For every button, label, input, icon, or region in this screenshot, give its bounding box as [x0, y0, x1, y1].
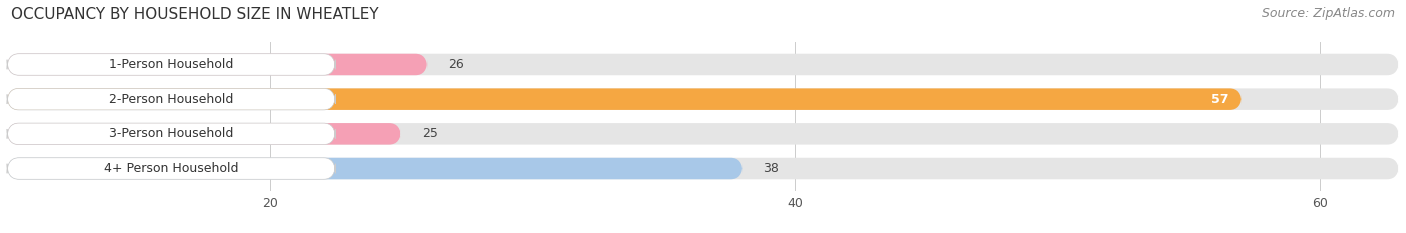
Text: OCCUPANCY BY HOUSEHOLD SIZE IN WHEATLEY: OCCUPANCY BY HOUSEHOLD SIZE IN WHEATLEY	[11, 7, 378, 22]
FancyBboxPatch shape	[7, 123, 1399, 145]
FancyBboxPatch shape	[7, 88, 1241, 110]
FancyBboxPatch shape	[7, 123, 401, 145]
FancyBboxPatch shape	[7, 88, 335, 110]
Text: 4+ Person Household: 4+ Person Household	[104, 162, 239, 175]
Text: 2-Person Household: 2-Person Household	[110, 93, 233, 106]
FancyBboxPatch shape	[7, 123, 335, 145]
FancyBboxPatch shape	[7, 54, 1399, 75]
Text: 25: 25	[422, 127, 437, 140]
FancyBboxPatch shape	[7, 54, 427, 75]
Text: 1-Person Household: 1-Person Household	[110, 58, 233, 71]
FancyBboxPatch shape	[7, 158, 742, 179]
FancyBboxPatch shape	[7, 158, 1399, 179]
Text: 26: 26	[449, 58, 464, 71]
Text: 57: 57	[1211, 93, 1229, 106]
FancyBboxPatch shape	[7, 88, 1399, 110]
FancyBboxPatch shape	[7, 158, 335, 179]
Text: 3-Person Household: 3-Person Household	[110, 127, 233, 140]
Text: 38: 38	[763, 162, 779, 175]
Text: Source: ZipAtlas.com: Source: ZipAtlas.com	[1261, 7, 1395, 20]
FancyBboxPatch shape	[7, 54, 335, 75]
